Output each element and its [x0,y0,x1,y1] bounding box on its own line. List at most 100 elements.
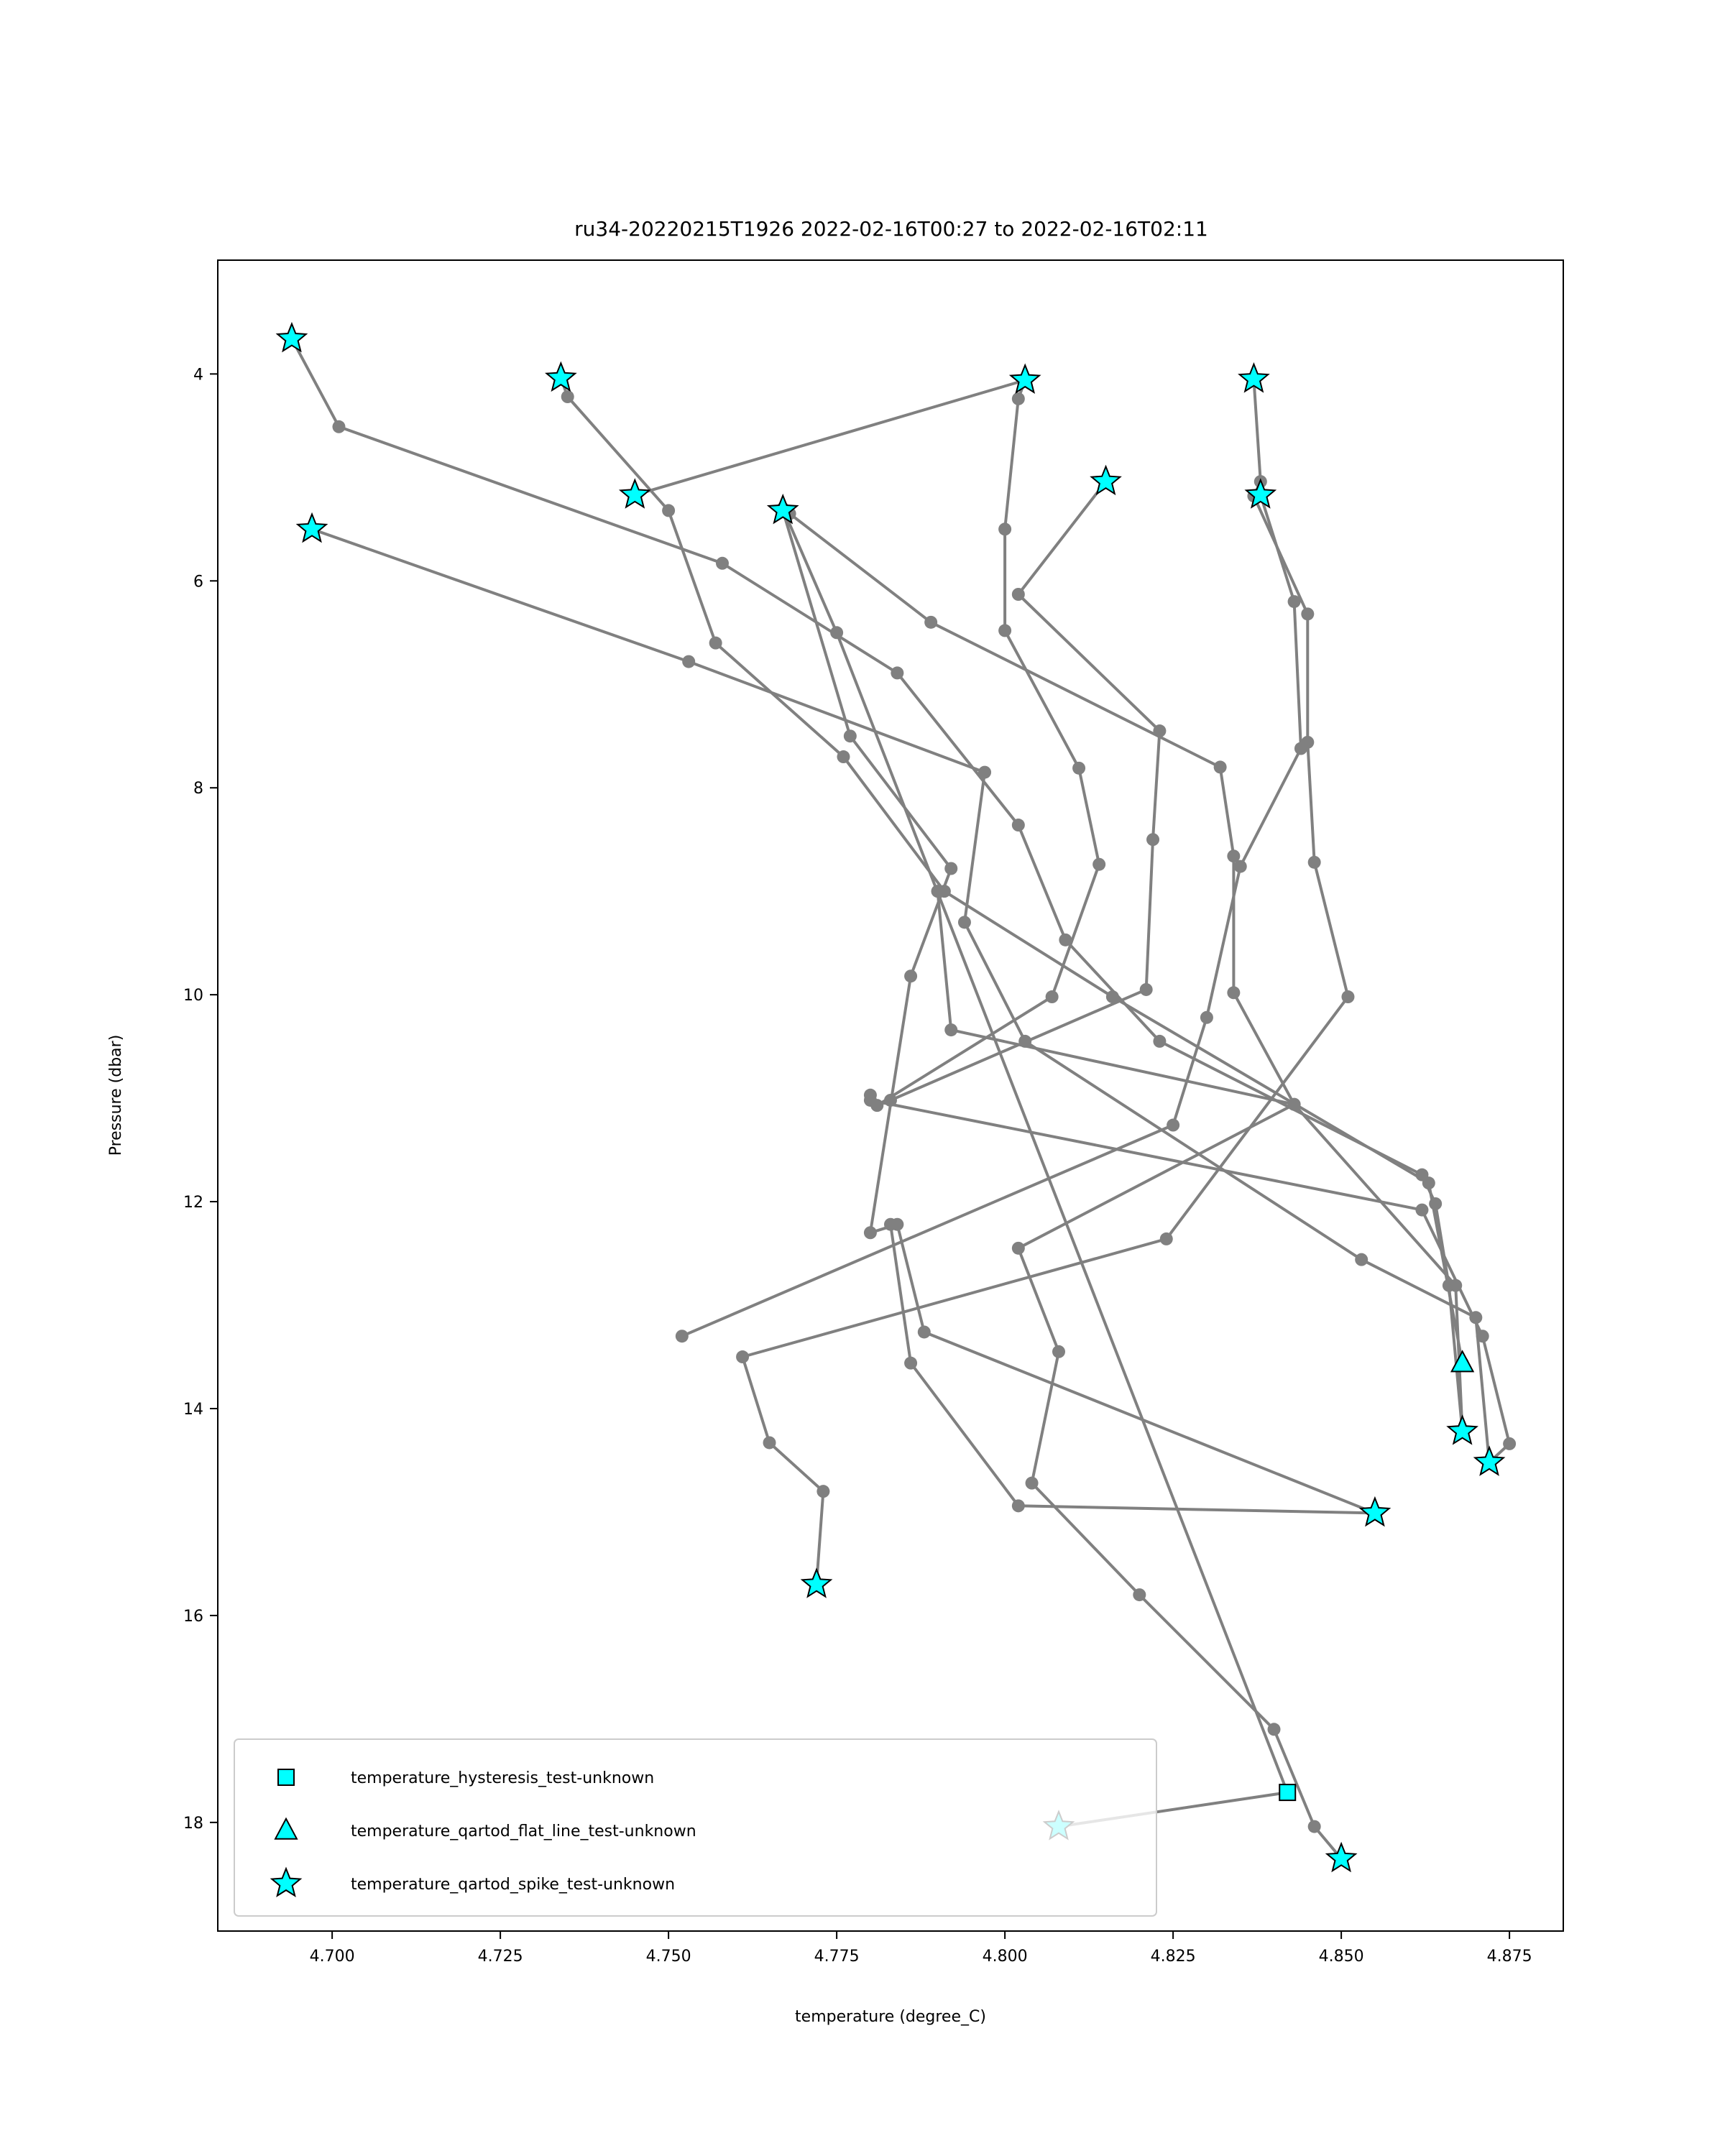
profile-point [1355,1253,1368,1266]
x-tick-label: 4.850 [1319,1948,1364,1966]
profile-point [944,1023,958,1037]
profile-point [1139,982,1153,996]
profile-point [662,504,676,517]
y-axis-label: Pressure (dbar) [107,1035,125,1156]
legend-marker-square-icon [277,1769,295,1786]
flag-marker-star [800,1567,833,1598]
profile-point [1045,990,1059,1004]
flag-marker-star [1090,464,1122,496]
profile-point [904,969,918,983]
profile-point [998,624,1012,637]
y-tick-label: 18 [183,1815,203,1833]
profile-point [1059,933,1072,946]
x-axis: 4.700 4.725 4.750 4.775 4.800 4.825 4.850 4.875 [310,1931,1532,1966]
profile-point [1301,607,1315,621]
profile-point [1011,588,1025,601]
profile-point [1415,1203,1429,1217]
flag-marker-star [618,478,651,509]
x-tick-label: 4.775 [814,1948,860,1966]
profile-point [1294,742,1307,755]
profile-point [1105,990,1119,1004]
profile-point [1052,1345,1065,1358]
flag-marker-star [295,512,328,543]
profile-point [1287,595,1301,609]
profile-point [763,1436,776,1450]
chart-title: ru34-20220215T1926 2022-02-16T00:27 to 2… [574,217,1208,241]
y-tick-label: 14 [183,1401,203,1419]
plot-area-frame [217,259,1564,1932]
flag-marker-star [1358,1496,1392,1527]
flag-marker-star [275,321,308,353]
y-tick-label: 8 [193,780,203,798]
profile-point [1153,1034,1167,1048]
profile-point [1167,1118,1180,1132]
profile-point [1213,760,1227,774]
profile-point [830,626,844,640]
profile-point [1011,819,1025,832]
profile-point [1227,986,1241,1000]
legend-entry-triangle: temperature_qartod_flat_line_test-unknow… [274,1817,696,1841]
profile-point [1025,1476,1039,1490]
profile-point [931,885,944,898]
profile-point [709,636,722,650]
profile-point [904,1356,918,1370]
profile-point [816,1485,830,1498]
flag-group-square [1279,1784,1297,1802]
x-tick-label: 4.700 [310,1948,355,1966]
profile-point [1200,1010,1213,1024]
flag-marker-star [1008,363,1041,395]
profile-point [1011,392,1025,405]
profile-point [1476,1330,1489,1343]
profile-line [781,507,1289,1828]
profile-point [1503,1437,1517,1450]
profile-point [957,916,971,929]
profile-point [998,522,1012,536]
profile-point [1307,1820,1321,1833]
profile-point [843,729,857,743]
profile-point [1011,1241,1025,1255]
legend: temperature_hysteresis_test-unknowntempe… [234,1738,1157,1917]
profile-point [1422,1176,1435,1190]
profile-point [884,1217,897,1231]
profile-point [716,556,729,570]
profile-series-9 [675,488,1307,1343]
flag-marker-triangle [1450,1350,1475,1373]
y-tick-label: 16 [183,1608,203,1626]
profile-point [1227,849,1241,863]
x-tick-label: 4.825 [1151,1948,1196,1966]
legend-label: temperature_qartod_flat_line_test-unknow… [351,1823,696,1841]
x-axis-label: temperature (degree_C) [795,2008,986,2026]
flag-marker-star [545,361,577,392]
profile-point [675,1330,689,1343]
profile-point [1341,990,1355,1004]
profile-point [891,666,904,680]
profile-line [889,1222,1376,1515]
flag-marker-square [1279,1784,1297,1802]
y-tick-label: 12 [183,1194,203,1212]
flag-marker-star [1446,1414,1478,1445]
profile-point [1072,761,1086,775]
profile-point [1159,1232,1173,1245]
profile-point [1092,857,1106,871]
legend-marker-star-icon [270,1866,303,1898]
profile-point [837,750,850,764]
flag-marker-star [1244,478,1277,509]
profile-point [736,1350,750,1364]
flag-marker-star [1473,1445,1506,1476]
flag-marker-star [766,493,799,525]
profile-point [1267,1723,1281,1736]
profile-point [1233,860,1247,873]
profile-point [1449,1279,1463,1292]
legend-label: temperature_qartod_spike_test-unknown [351,1876,675,1894]
profile-point [1011,1499,1025,1513]
y-tick-label: 10 [183,987,203,1005]
x-tick-label: 4.875 [1487,1948,1532,1966]
profile-point [1133,1588,1146,1602]
profile-series-10 [863,1088,1517,1469]
x-tick-label: 4.800 [983,1948,1028,1966]
flag-marker-star [1325,1841,1358,1873]
profile-point [863,1226,877,1240]
y-axis: 4 6 8 10 12 14 16 18 [183,366,218,1833]
profile-point [1287,1097,1301,1111]
